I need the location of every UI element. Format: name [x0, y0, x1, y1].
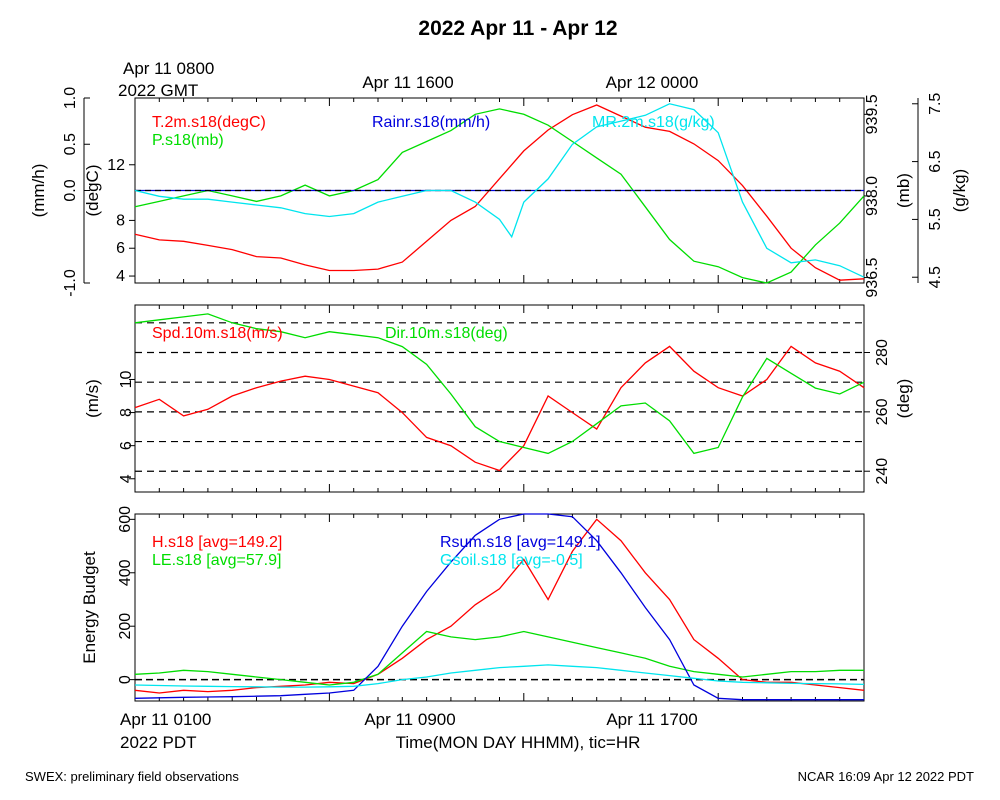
x-axis-title: Time(MON DAY HHMM), tic=HR: [396, 733, 641, 752]
mixing-ratio-line: [134, 103, 865, 278]
pres-axis-title: (mb): [894, 173, 913, 208]
top-axis-label: Apr 12 0000: [606, 73, 699, 92]
bottom-axis-start-sublabel: 2022 PDT: [120, 733, 197, 752]
mr-axis-tick-label: 5.5: [927, 208, 944, 230]
top-axis-start-label: Apr 11 0800: [123, 59, 214, 78]
rain-axis-title: (mm/h): [29, 164, 48, 218]
direction-axis-tick-label: 280: [874, 339, 891, 366]
direction-axis-title: (deg): [894, 379, 913, 419]
top-panel: -1.0 0.0 0.5 1.0 (mm/h) 4 6 8 12 (degC) 936.5 938.0…: [29, 87, 969, 298]
energy-axis-tick-label: 600: [117, 506, 134, 533]
footer-right: NCAR 16:09 Apr 12 2022 PDT: [798, 769, 974, 784]
speed-axis-title: (m/s): [83, 379, 102, 418]
legend-sensible-heat: H.s18 [avg=149.2]: [152, 534, 282, 551]
pres-axis-tick-label: 938.0: [864, 176, 881, 216]
legend-temperature: T.2m.s18(degC): [152, 114, 266, 131]
direction-axis-tick-label: 260: [874, 398, 891, 425]
bottom-axis-label: Apr 11 1700: [606, 710, 697, 729]
legend-pressure: P.s18(mb): [152, 132, 224, 149]
soil-heat-line: [134, 664, 865, 688]
rain-axis-tick-label: -1.0: [62, 269, 79, 297]
pressure-line: [134, 108, 865, 284]
mr-axis-title: (g/kg): [950, 169, 969, 212]
rain-axis-tick-label: 0.5: [62, 133, 79, 155]
speed-axis-tick-label: 6: [118, 441, 135, 450]
pres-axis-tick-label: 939.5: [864, 94, 881, 134]
pres-axis-tick-label: 936.5: [864, 257, 881, 297]
speed-axis-tick-label: 4: [118, 474, 135, 483]
middle-panel: 4 6 8 10 (m/s) 240 260 280(deg): [83, 305, 913, 492]
speed-axis-tick-label: 8: [118, 408, 135, 417]
top-axis-label: Apr 11 1600: [362, 73, 453, 92]
legend-soil-heat: Gsoil.s18 [avg=-0.5]: [440, 552, 583, 569]
energy-axis-tick-label: 200: [117, 613, 134, 640]
legend-net-radiation: Rsum.s18 [avg=149.1]: [440, 534, 601, 551]
legend-rain-rate: Rainr.s18(mm/h): [372, 114, 490, 131]
chart-title: 2022 Apr 11 - Apr 12: [418, 17, 617, 40]
bottom-axis-start-label: Apr 11 0100: [120, 710, 211, 729]
mr-axis-tick-label: 7.5: [927, 93, 944, 115]
energy-axis-tick-label: 0: [117, 675, 134, 684]
bottom-axis-label: Apr 11 0900: [364, 710, 455, 729]
legend-latent-heat: LE.s18 [avg=57.9]: [152, 552, 281, 569]
net-radiation-line: [134, 513, 864, 701]
temp-axis-tick-label: 4: [116, 268, 125, 285]
top-axis-start-sublabel: 2022 GMT: [118, 81, 198, 100]
direction-axis-tick-label: 240: [874, 458, 891, 485]
latent-heat-line: [134, 630, 864, 686]
temp-axis-tick-label: 6: [116, 240, 125, 257]
legend-wind-direction: Dir.10m.s18(deg): [385, 325, 508, 342]
sensible-heat-line: [134, 518, 865, 694]
temperature-line: [134, 104, 865, 281]
bottom-panel: 0 200 400 600 Energy Budget: [80, 506, 865, 701]
footer-left: SWEX: preliminary field observations: [25, 769, 239, 784]
temp-axis-title: (degC): [83, 165, 102, 217]
legend-wind-speed: Spd.10m.s18(m/s): [152, 325, 283, 342]
speed-axis-tick-label: 10: [118, 370, 135, 388]
rain-axis-tick-label: 0.0: [62, 179, 79, 201]
legend-mixing-ratio: MR.2m.s18(g/kg): [592, 114, 715, 131]
energy-axis-title: Energy Budget: [80, 551, 99, 664]
temp-axis-tick-label: 12: [107, 157, 125, 174]
energy-axis-tick-label: 400: [117, 559, 134, 586]
mr-axis-tick-label: 6.5: [927, 150, 944, 172]
temp-axis-tick-label: 8: [116, 212, 125, 229]
rain-axis-tick-label: 1.0: [62, 87, 79, 109]
mr-axis-tick-label: 4.5: [927, 266, 944, 288]
wind-direction-line: [134, 313, 865, 455]
